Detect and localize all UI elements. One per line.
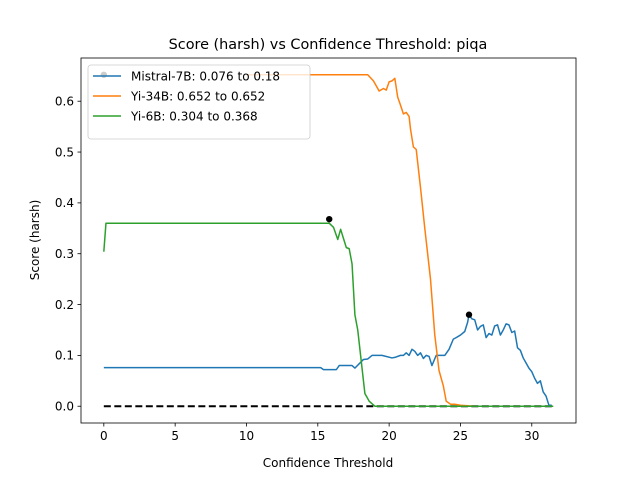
x-tick-label: 0 xyxy=(100,429,108,443)
axes-spines xyxy=(80,57,577,424)
y-tick-label: 0.1 xyxy=(55,349,74,363)
x-tick-label: 25 xyxy=(453,429,468,443)
y-axis: 0.0 0.1 0.2 0.3 0.4 0.5 0.6 xyxy=(55,95,81,414)
y-tick-label: 0.0 xyxy=(55,400,74,414)
y-tick-label: 0.6 xyxy=(55,95,74,109)
legend-label-1: Yi-34B: 0.652 to 0.652 xyxy=(130,90,265,104)
highlight-marker-0 xyxy=(326,215,333,223)
legend-box xyxy=(87,64,311,140)
y-tick-label: 0.2 xyxy=(55,298,74,312)
x-tick-label: 30 xyxy=(524,429,539,443)
y-tick-label: 0.5 xyxy=(55,145,74,159)
chart-title: Score (harsh) vs Confidence Threshold: p… xyxy=(169,37,488,53)
x-axis: 0 5 10 15 20 25 30 xyxy=(100,423,539,443)
y-tick-label: 0.3 xyxy=(55,247,74,261)
axes-border xyxy=(80,57,577,424)
legend: Mistral-7B: 0.076 to 0.18 Yi-34B: 0.652 t… xyxy=(87,64,311,140)
x-axis-label: Confidence Threshold xyxy=(263,456,393,470)
series-line-2 xyxy=(103,222,554,407)
x-tick-label: 5 xyxy=(171,429,179,443)
x-tick-label: 20 xyxy=(381,429,396,443)
legend-label-2: Yi-6B: 0.304 to 0.368 xyxy=(130,110,258,124)
x-tick-label: 10 xyxy=(239,429,254,443)
series-line-0 xyxy=(103,313,552,406)
y-axis-label: Score (harsh) xyxy=(28,200,42,281)
y-tick-label: 0.4 xyxy=(55,196,74,210)
legend-label-0: Mistral-7B: 0.076 to 0.18 xyxy=(131,70,280,84)
x-tick-label: 15 xyxy=(310,429,325,443)
series-line-1 xyxy=(246,74,554,407)
highlight-marker-1 xyxy=(465,311,473,318)
